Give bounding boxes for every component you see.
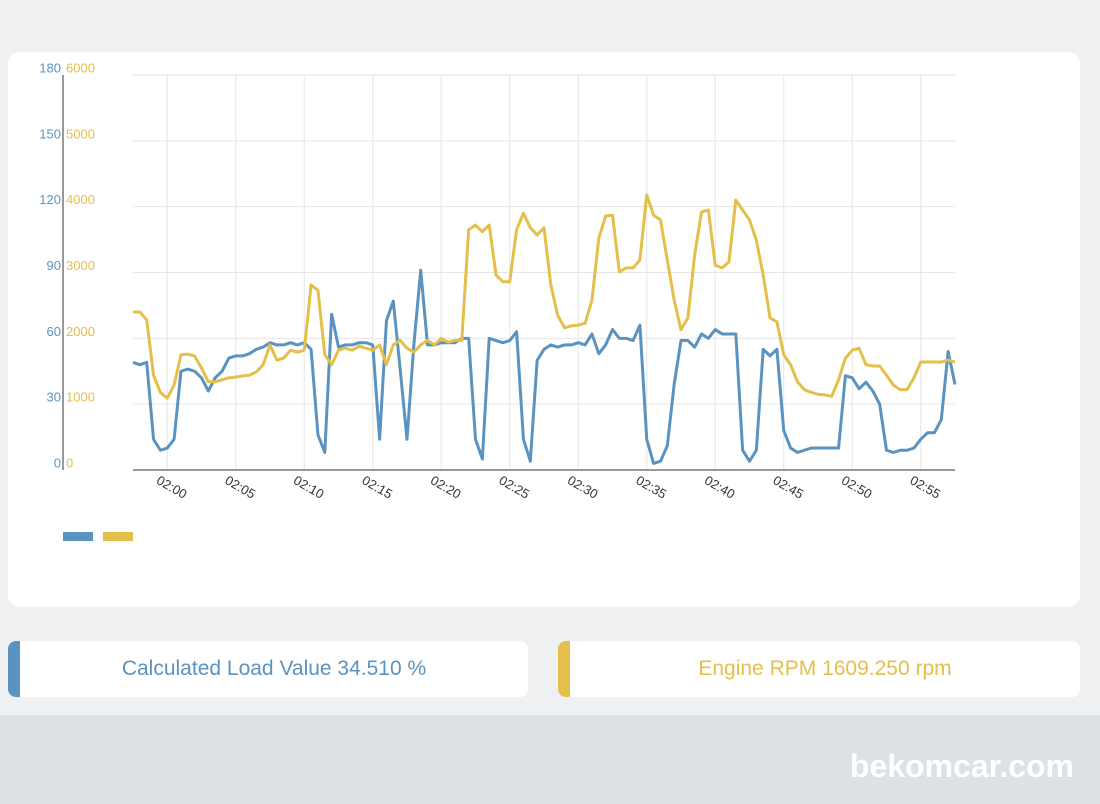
y-tick-label: 30	[47, 390, 61, 405]
chart: 0 30 60 90 120 150 180 0 1000 2000 3000 4000 5000 600…	[39, 60, 957, 541]
y2-tick-label: 2000	[66, 324, 95, 339]
x-tick-label: 02:10	[291, 472, 327, 501]
y2-tick-label: 4000	[66, 192, 95, 207]
series-line	[132, 268, 957, 465]
y2-tick-label: 5000	[66, 126, 95, 141]
y-tick-label: 180	[39, 60, 61, 75]
y-tick-label: 60	[47, 324, 61, 339]
bottom-bar	[0, 715, 1100, 804]
x-tick-label: 02:15	[359, 472, 395, 501]
y2-tick-label: 3000	[66, 258, 95, 273]
series-line	[133, 193, 956, 400]
x-tick-label: 02:40	[702, 472, 738, 501]
x-tick-label: 02:20	[428, 472, 464, 501]
load-card: Calculated Load Value 34.510 %	[8, 641, 528, 697]
y-tick-label: 150	[39, 126, 61, 141]
x-tick-label: 02:45	[770, 472, 806, 501]
y2-tick-label: 6000	[66, 60, 95, 75]
y-tick-label: 0	[54, 455, 61, 470]
y2-tick-label: 1000	[66, 390, 95, 405]
x-tick-label: 02:00	[154, 472, 190, 501]
chart-panel	[8, 52, 1080, 607]
y-tick-label: 120	[39, 192, 61, 207]
watermark: bekomcar.com	[849, 748, 1074, 784]
y2-tick-label: 0	[66, 455, 73, 470]
x-tick-label: 02:35	[633, 472, 669, 501]
legend-swatch	[103, 532, 133, 541]
x-tick-label: 02:05	[222, 472, 258, 501]
x-tick-label: 02:55	[907, 472, 943, 501]
x-tick-label: 02:25	[496, 472, 532, 501]
legend-swatch	[63, 532, 93, 541]
x-tick-label: 02:30	[565, 472, 601, 501]
rpm-card: Engine RPM 1609.250 rpm	[558, 641, 1080, 697]
y-tick-label: 90	[47, 258, 61, 273]
x-tick-label: 02:50	[839, 472, 875, 501]
